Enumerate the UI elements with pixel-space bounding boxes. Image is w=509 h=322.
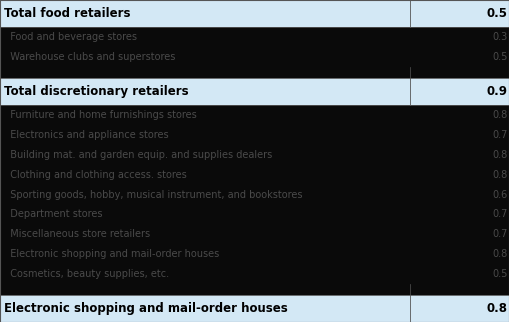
Text: Building mat. and garden equip. and supplies dealers: Building mat. and garden equip. and supp… [4,150,272,160]
Text: 0.5: 0.5 [493,269,508,279]
Bar [0,105,509,125]
Text: 0.6: 0.6 [493,190,508,200]
Bar [0,204,509,224]
Text: Furniture and home furnishings stores: Furniture and home furnishings stores [4,110,197,120]
Text: 0.8: 0.8 [493,110,508,120]
Bar [0,284,509,295]
Text: 0.7: 0.7 [493,209,508,219]
Bar [0,67,509,78]
Text: 0.5: 0.5 [487,7,508,20]
Bar [0,244,509,264]
Bar [0,145,509,165]
Text: Electronics and appliance stores: Electronics and appliance stores [4,130,168,140]
Bar [0,125,509,145]
Text: Clothing and clothing access. stores: Clothing and clothing access. stores [4,170,187,180]
Bar [0,185,509,204]
Text: Electronic shopping and mail-order houses: Electronic shopping and mail-order house… [4,249,219,259]
Bar [0,0,509,27]
Text: 0.5: 0.5 [493,52,508,62]
Bar [0,78,509,105]
Bar [0,264,509,284]
Text: Cosmetics, beauty supplies, etc.: Cosmetics, beauty supplies, etc. [4,269,169,279]
Text: Department stores: Department stores [4,209,103,219]
Bar [0,224,509,244]
Text: 0.9: 0.9 [487,85,508,98]
Bar [0,47,509,67]
Text: 0.8: 0.8 [493,249,508,259]
Text: Total food retailers: Total food retailers [4,7,131,20]
Text: Miscellaneous store retailers: Miscellaneous store retailers [4,229,150,239]
Bar [0,165,509,185]
Text: Electronic shopping and mail-order houses: Electronic shopping and mail-order house… [4,302,288,315]
Text: 0.7: 0.7 [493,130,508,140]
Text: 0.8: 0.8 [493,170,508,180]
Text: 0.7: 0.7 [493,229,508,239]
Text: 0.3: 0.3 [493,33,508,43]
Text: 0.8: 0.8 [487,302,508,315]
Text: Total discretionary retailers: Total discretionary retailers [4,85,189,98]
Text: Sporting goods, hobby, musical instrument, and bookstores: Sporting goods, hobby, musical instrumen… [4,190,302,200]
Text: 0.8: 0.8 [493,150,508,160]
Bar [0,27,509,47]
Text: Warehouse clubs and superstores: Warehouse clubs and superstores [4,52,176,62]
Text: Food and beverage stores: Food and beverage stores [4,33,137,43]
Bar [0,295,509,322]
